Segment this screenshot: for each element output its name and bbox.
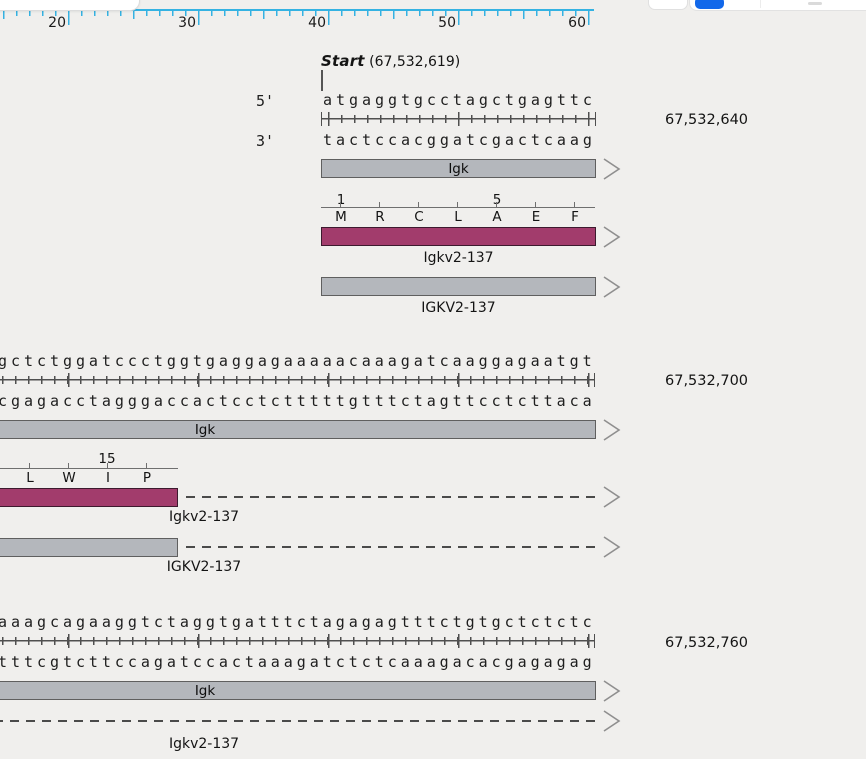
aa-letter: A	[492, 209, 502, 225]
strand-tick-ruler	[0, 373, 595, 387]
start-codon-position: (67,532,619)	[369, 54, 461, 70]
bottom-strand-sequence[interactable]: cgagacctagggaccactcctctttttgtttctagttcct…	[0, 392, 596, 410]
aa-letter: F	[571, 209, 579, 225]
position-ruler[interactable]	[0, 9, 594, 27]
feature-label: IGKV2-137	[166, 559, 242, 575]
aa-ruler	[0, 462, 178, 469]
aa-letter: I	[106, 470, 110, 486]
toolbar-mini-panel[interactable]	[648, 0, 688, 10]
feature-bar-igkv2-137-cds[interactable]	[321, 227, 596, 246]
line-coordinate: 67,532,700	[665, 373, 749, 389]
feature-bar-label: Igk	[194, 421, 216, 438]
five-prime-label: 5'	[256, 92, 275, 110]
ruler-tick-label: 50	[438, 15, 456, 31]
strand-tick-ruler	[0, 634, 595, 648]
ruler-tick-label: 30	[178, 15, 196, 31]
start-codon-tick	[321, 70, 323, 91]
aa-letter: P	[142, 470, 152, 486]
feature-continues-arrow-icon	[603, 536, 621, 558]
top-strand-sequence[interactable]: gctctggatccctggtgaggagaaaaacaaagatcaagga…	[0, 352, 596, 370]
aa-letter: C	[414, 209, 424, 225]
feature-continues-arrow-icon	[603, 226, 621, 248]
feature-bar-igk[interactable]: Igk	[321, 159, 596, 178]
feature-intron-dash	[186, 546, 598, 548]
feature-bar-label: Igk	[194, 682, 216, 699]
bottom-strand-sequence[interactable]: tactccacggatcgactcaag	[323, 131, 596, 149]
aa-number: 5	[492, 192, 502, 208]
aa-letter: L	[454, 209, 462, 225]
feature-label: Igkv2-137	[168, 736, 240, 752]
feature-intron-dash	[186, 496, 598, 498]
feature-label: IGKV2-137	[421, 300, 496, 316]
toolbar-search-box[interactable]	[0, 0, 140, 11]
feature-bar-igk[interactable]: Igk	[0, 420, 596, 439]
feature-continues-arrow-icon	[603, 680, 621, 702]
bottom-strand-sequence[interactable]: tttcgtcttccagatccactaaagatctctcaaagacacg…	[0, 653, 596, 671]
aa-letter: R	[375, 209, 385, 225]
line-coordinate: 67,532,640	[665, 112, 749, 128]
toolbar-divider	[760, 0, 761, 8]
aa-letter: L	[26, 470, 34, 486]
ruler-tick-label: 40	[308, 15, 326, 31]
ruler-tick-label: 20	[48, 15, 66, 31]
feature-continues-arrow-icon	[603, 486, 621, 508]
top-strand-sequence[interactable]: aaagcagaaggtctaggtgatttctagagagtttctgtgc…	[0, 613, 596, 631]
feature-continues-arrow-icon	[603, 276, 621, 298]
feature-label: Igkv2-137	[423, 250, 494, 266]
feature-bar-igkv2-137-gene[interactable]	[321, 277, 596, 296]
toolbar-right-panel	[689, 0, 866, 11]
ruler-tick-label: 60	[568, 15, 586, 31]
three-prime-label: 3'	[256, 132, 275, 150]
feature-continues-arrow-icon	[603, 419, 621, 441]
start-codon-name: Start	[321, 52, 365, 70]
feature-continues-arrow-icon	[603, 158, 621, 180]
top-strand-sequence[interactable]: atgaggtgcctagctgagttc	[323, 91, 596, 109]
primary-action-button[interactable]	[695, 0, 724, 9]
start-codon-label: Start (67,532,619)	[321, 52, 460, 70]
feature-bar-label: Igk	[448, 160, 469, 177]
aa-letter: M	[335, 209, 347, 225]
toolbar-handle	[808, 2, 822, 5]
aa-letter: W	[62, 470, 76, 486]
aa-ruler	[321, 201, 595, 208]
feature-bar-igkv2-137-gene[interactable]	[0, 538, 178, 557]
feature-intron-dash	[0, 720, 598, 722]
feature-label: Igkv2-137	[168, 509, 240, 525]
aa-letter: E	[531, 209, 541, 225]
aa-number: 1	[336, 192, 346, 208]
feature-bar-igk[interactable]: Igk	[0, 681, 596, 700]
strand-tick-ruler	[321, 112, 596, 126]
line-coordinate: 67,532,760	[665, 635, 749, 651]
feature-bar-igkv2-137-cds[interactable]	[0, 488, 178, 507]
feature-continues-arrow-icon	[603, 710, 621, 732]
